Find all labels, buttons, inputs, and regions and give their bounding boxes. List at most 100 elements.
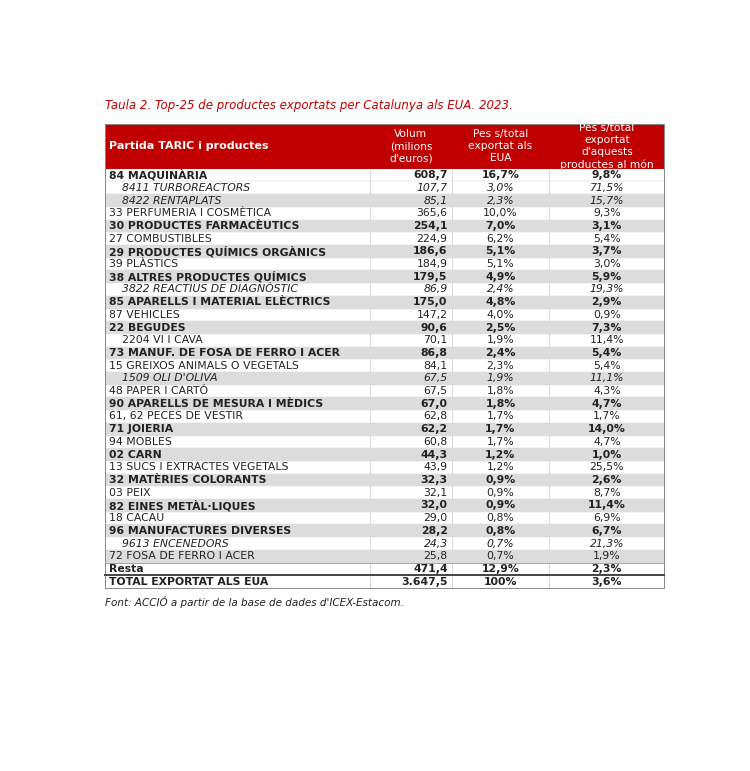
Text: 43,9: 43,9: [424, 463, 448, 473]
Text: 5,9%: 5,9%: [592, 271, 622, 281]
Text: 32,1: 32,1: [424, 488, 448, 498]
Text: 100%: 100%: [484, 577, 518, 587]
Text: 85 APARELLS I MATERIAL ELÈCTRICS: 85 APARELLS I MATERIAL ELÈCTRICS: [110, 297, 331, 307]
Text: 16,7%: 16,7%: [482, 170, 520, 180]
Bar: [104, 550, 664, 563]
Text: 0,9%: 0,9%: [485, 475, 515, 485]
Text: 25,5%: 25,5%: [590, 463, 624, 473]
Text: 3822 REACTIUS DE DIAGNÒSTIC: 3822 REACTIUS DE DIAGNÒSTIC: [122, 284, 298, 295]
Text: 96 MANUFACTURES DIVERSES: 96 MANUFACTURES DIVERSES: [110, 526, 291, 536]
Bar: [104, 347, 664, 359]
Text: 15,7%: 15,7%: [590, 196, 624, 206]
Text: 3,7%: 3,7%: [592, 246, 622, 256]
Text: 224,9: 224,9: [417, 234, 448, 244]
Text: 107,7: 107,7: [417, 183, 448, 193]
Text: 02 CARN: 02 CARN: [110, 449, 162, 460]
Text: 186,6: 186,6: [413, 246, 448, 256]
Text: 0,8%: 0,8%: [485, 526, 515, 536]
Text: 03 PEIX: 03 PEIX: [110, 488, 151, 498]
Text: 4,7%: 4,7%: [592, 399, 622, 409]
Bar: [104, 397, 664, 410]
Bar: [104, 524, 664, 537]
Text: 3,6%: 3,6%: [592, 577, 622, 587]
Text: 2,3%: 2,3%: [487, 196, 514, 206]
Text: 2,6%: 2,6%: [592, 475, 622, 485]
Text: 90,6: 90,6: [421, 322, 448, 332]
Text: Pes s/total
exportat als
EUA: Pes s/total exportat als EUA: [469, 130, 532, 163]
Text: 1,2%: 1,2%: [485, 449, 516, 460]
Text: 5,4%: 5,4%: [592, 348, 622, 358]
Text: 9,8%: 9,8%: [592, 170, 622, 180]
Text: 1,8%: 1,8%: [485, 399, 515, 409]
Text: 3,1%: 3,1%: [592, 221, 622, 231]
Bar: [104, 322, 664, 334]
Text: 2,9%: 2,9%: [592, 297, 622, 307]
Text: 87 VEHICLES: 87 VEHICLES: [110, 310, 180, 320]
Text: 86,8: 86,8: [421, 348, 448, 358]
Text: 1,9%: 1,9%: [487, 335, 514, 345]
Text: 12,9%: 12,9%: [482, 564, 520, 574]
Text: 28,2: 28,2: [421, 526, 448, 536]
Text: 2204 VI I CAVA: 2204 VI I CAVA: [122, 335, 202, 345]
Text: 7,3%: 7,3%: [592, 322, 622, 332]
Text: 21,3%: 21,3%: [590, 539, 624, 548]
Text: 179,5: 179,5: [413, 271, 448, 281]
Text: 39 PLÀSTICS: 39 PLÀSTICS: [110, 259, 178, 269]
Text: Font: ACCIÓ a partir de la base de dades d'ICEX-Estacom.: Font: ACCIÓ a partir de la base de dades…: [104, 596, 404, 608]
Text: 6,9%: 6,9%: [593, 513, 620, 524]
Bar: [104, 245, 664, 258]
Text: 254,1: 254,1: [413, 221, 448, 231]
Text: 471,4: 471,4: [413, 564, 448, 574]
Text: Pes s/total
exportat
d'aquests
productes al món: Pes s/total exportat d'aquests productes…: [560, 123, 653, 170]
Bar: [104, 499, 664, 512]
Text: Taula 2. Top-25 de productes exportats per Catalunya als EUA. 2023.: Taula 2. Top-25 de productes exportats p…: [104, 99, 512, 113]
Bar: [104, 271, 664, 283]
Text: 32,3: 32,3: [421, 475, 448, 485]
Text: 11,1%: 11,1%: [590, 373, 624, 383]
Text: 5,1%: 5,1%: [487, 259, 514, 269]
Text: Resta: Resta: [110, 564, 144, 574]
Text: 18 CACAU: 18 CACAU: [110, 513, 164, 524]
Text: 29,0: 29,0: [424, 513, 448, 524]
Text: 38 ALTRES PRODUCTES QUÍMICS: 38 ALTRES PRODUCTES QUÍMICS: [110, 271, 307, 282]
Bar: [104, 473, 664, 487]
Text: 84 MAQUINÀRIA: 84 MAQUINÀRIA: [110, 170, 208, 181]
Text: 1,2%: 1,2%: [487, 463, 514, 473]
Text: 62,2: 62,2: [421, 424, 448, 434]
Text: 71,5%: 71,5%: [590, 183, 624, 193]
Text: 4,8%: 4,8%: [485, 297, 516, 307]
Text: 0,8%: 0,8%: [487, 513, 514, 524]
Text: 4,7%: 4,7%: [593, 437, 620, 447]
Text: 11,4%: 11,4%: [588, 500, 626, 510]
Text: 72 FOSA DE FERRO I ACER: 72 FOSA DE FERRO I ACER: [110, 551, 255, 561]
Text: Volum
(milions
d'euros): Volum (milions d'euros): [389, 130, 433, 163]
Text: 3,0%: 3,0%: [593, 259, 621, 269]
Text: 184,9: 184,9: [417, 259, 448, 269]
Text: 4,0%: 4,0%: [487, 310, 514, 320]
Text: 22 BEGUDES: 22 BEGUDES: [110, 322, 186, 332]
Text: 10,0%: 10,0%: [483, 208, 518, 218]
Text: 6,2%: 6,2%: [487, 234, 514, 244]
Text: 5,4%: 5,4%: [593, 361, 620, 371]
Bar: [104, 423, 664, 436]
Text: 71 JOIERIA: 71 JOIERIA: [110, 424, 173, 434]
Bar: [104, 220, 664, 232]
Text: 82 EINES METÀL·LIQUES: 82 EINES METÀL·LIQUES: [110, 500, 256, 511]
Text: 2,3%: 2,3%: [592, 564, 622, 574]
Text: 84,1: 84,1: [424, 361, 448, 371]
Text: Partida TARIC i productes: Partida TARIC i productes: [110, 141, 268, 151]
Text: 19,3%: 19,3%: [590, 284, 624, 295]
Text: 70,1: 70,1: [424, 335, 448, 345]
Text: 24,3: 24,3: [424, 539, 448, 548]
Text: 2,5%: 2,5%: [485, 322, 516, 332]
Text: 48 PAPER I CARTÓ: 48 PAPER I CARTÓ: [110, 386, 209, 396]
Text: 0,9%: 0,9%: [485, 500, 515, 510]
Text: 1,7%: 1,7%: [593, 412, 620, 422]
Text: 1,7%: 1,7%: [487, 412, 514, 422]
Text: 62,8: 62,8: [424, 412, 448, 422]
Text: 67,5: 67,5: [424, 386, 448, 396]
Text: 73 MANUF. DE FOSA DE FERRO I ACER: 73 MANUF. DE FOSA DE FERRO I ACER: [110, 348, 340, 358]
Text: 1,7%: 1,7%: [487, 437, 514, 447]
Text: 9613 ENCENEDORS: 9613 ENCENEDORS: [122, 539, 229, 548]
Bar: [104, 448, 664, 461]
